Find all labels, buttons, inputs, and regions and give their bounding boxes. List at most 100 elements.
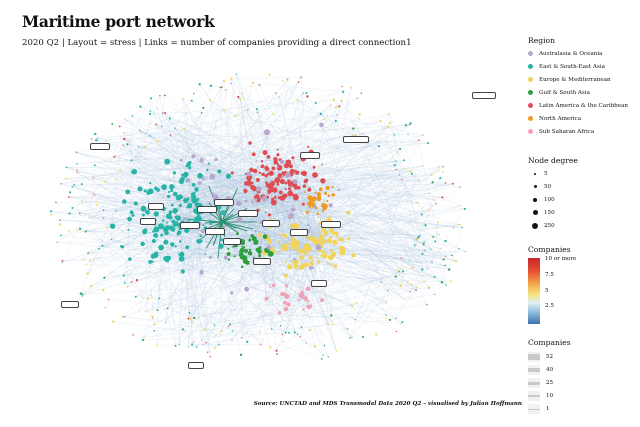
port-label: [197, 206, 217, 213]
port-node: [284, 273, 288, 278]
port-node: [395, 169, 397, 171]
port-node: [256, 186, 262, 192]
port-node: [137, 186, 143, 192]
edge: [135, 156, 283, 335]
edge: [318, 194, 420, 273]
port-node: [209, 221, 213, 225]
port-node: [410, 283, 413, 286]
port-node: [387, 290, 389, 292]
port-node: [375, 333, 378, 336]
edge: [182, 175, 267, 176]
edge: [135, 156, 295, 186]
edge: [172, 236, 266, 245]
port-node: [175, 194, 182, 201]
edge: [65, 178, 132, 213]
edge: [145, 190, 286, 237]
width-legend-row: 1: [528, 404, 550, 414]
edge: [287, 120, 336, 176]
edge: [201, 340, 215, 348]
port-node: [188, 205, 191, 208]
edge: [93, 194, 194, 324]
edge: [182, 98, 432, 175]
port-node: [308, 265, 313, 270]
edge: [307, 230, 332, 232]
edge: [266, 296, 303, 299]
port-node: [235, 73, 238, 75]
port-node: [444, 239, 447, 243]
edge: [146, 214, 422, 222]
edge: [158, 125, 406, 142]
edge: [96, 95, 165, 141]
edge: [124, 229, 157, 283]
port-node: [248, 238, 252, 242]
port-node: [304, 191, 307, 194]
port-node: [389, 121, 392, 124]
edge: [80, 229, 174, 294]
edge: [419, 178, 441, 236]
edge: [77, 172, 229, 249]
port-node: [223, 255, 228, 260]
edge: [113, 321, 186, 332]
edge: [269, 186, 329, 325]
port-node: [155, 344, 158, 347]
port-node: [219, 86, 221, 88]
port-node: [92, 176, 95, 179]
port-node: [422, 164, 424, 167]
port-node: [119, 169, 122, 172]
port-node: [385, 302, 387, 304]
hub-edge: [219, 210, 223, 223]
port-node: [436, 226, 439, 229]
port-node: [207, 162, 210, 165]
edge: [124, 119, 337, 225]
edge: [174, 85, 212, 173]
edge: [121, 246, 343, 253]
edge: [156, 142, 251, 230]
port-node: [385, 314, 387, 316]
edge: [160, 184, 194, 227]
edge: [308, 242, 319, 308]
edge: [286, 165, 466, 252]
edge: [273, 203, 463, 228]
edge: [106, 154, 254, 228]
port-node: [170, 203, 174, 207]
port-node: [282, 300, 287, 305]
edge: [271, 183, 329, 325]
port-node: [68, 212, 71, 215]
edge: [129, 246, 306, 260]
port-node: [76, 229, 79, 232]
port-node: [204, 253, 207, 255]
edge: [197, 199, 336, 267]
edge: [68, 176, 283, 198]
region-label: North America: [539, 115, 582, 122]
port-node: [286, 264, 293, 270]
port-node: [277, 173, 283, 179]
port-node: [229, 323, 232, 326]
edge: [300, 254, 342, 337]
edge: [147, 262, 295, 299]
edge: [133, 171, 315, 207]
port-node: [119, 245, 123, 248]
region-legend: Region Australasia & Oceania East & South…: [528, 36, 628, 138]
port-node: [103, 180, 106, 183]
edge: [186, 180, 301, 234]
edge: [269, 173, 303, 288]
port-node: [284, 331, 287, 334]
edge: [171, 184, 243, 248]
edge: [285, 180, 307, 333]
port-node: [98, 247, 100, 250]
port-node: [195, 218, 200, 223]
edge: [93, 120, 381, 178]
width-legend-label: 52: [546, 354, 554, 360]
edge: [127, 187, 328, 288]
edge: [87, 86, 343, 274]
port-node: [273, 159, 279, 165]
port-node: [222, 79, 226, 83]
edge: [189, 78, 232, 207]
port-node: [331, 193, 335, 197]
port-node: [242, 258, 248, 264]
edge: [140, 106, 295, 186]
edge: [153, 240, 320, 262]
port-node: [255, 160, 258, 162]
port-node: [128, 257, 132, 261]
